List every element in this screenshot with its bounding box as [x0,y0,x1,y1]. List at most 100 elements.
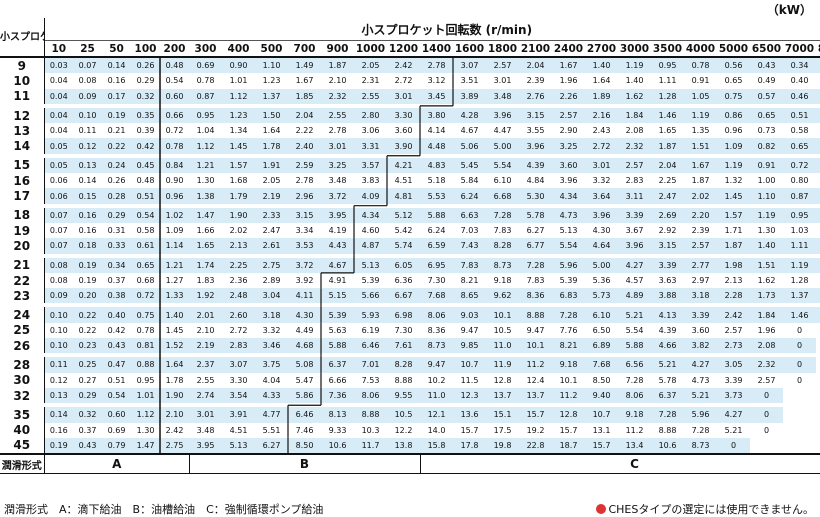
teeth-count: 12 [0,103,45,124]
power-cell: 8.06 [354,387,387,406]
power-cell: 2.96 [288,188,321,206]
power-cell: 0 [796,325,803,335]
power-cell: 2.37 [189,353,222,373]
power-cell: 9.62 [486,288,519,306]
power-cell: 1.64 [160,353,189,373]
power-cell: 1.96 [757,325,776,335]
rpm-col-header: 900 [321,40,354,58]
power-cell: 1.35 [691,126,710,136]
power-cell: 9.18 [618,403,651,423]
power-cell: 0.65 [724,76,743,86]
power-cell: 3.11 [618,188,651,206]
power-cell: 0.87 [189,88,222,106]
power-cell: 3.25 [552,138,585,156]
power-cell: 8.06 [618,387,651,406]
power-cell: 2.05 [262,176,281,186]
power-cell: 0.88 [131,353,160,373]
teeth-count: 17 [0,188,45,206]
power-cell: 3.01 [189,403,222,423]
power-cell: 10.3 [361,425,380,435]
power-cell: 3.72 [288,253,321,273]
power-cell: 6.46 [288,403,321,423]
power-cell: 2.73 [717,338,750,356]
power-cell: 0.10 [73,103,102,124]
power-cell: 7.76 [559,325,578,335]
rpm-col-header: 3500 [651,40,684,58]
power-cell: 2.55 [354,88,387,106]
power-cell: 0 [717,437,750,455]
power-cell: 1.19 [717,153,750,174]
rpm-col-header: 8000 [816,40,820,58]
teeth-count: 9 [0,57,45,74]
power-cell: 9.47 [526,325,545,335]
power-cell: 1.33 [160,288,189,306]
power-cell: 0.12 [49,375,68,385]
power-cell: 4.13 [651,303,684,323]
power-cell: 1.89 [585,88,618,106]
power-cell: 0.42 [131,138,160,156]
power-cell: 1.74 [189,253,222,273]
power-cell: 0.37 [816,88,820,106]
power-cell: 1.01 [229,76,248,86]
power-cell: 0.80 [790,176,809,186]
power-cell: 4.87 [354,238,387,256]
power-cell: 0.54 [131,203,160,223]
power-cell: 0.84 [160,153,189,174]
power-cell: 0.05 [44,138,73,156]
table-row: 10 0.04 0.08 0.16 0.29 0.54 0.78 1.01 1.23 1.67 2.… [0,73,820,89]
power-cell: 0.37 [78,425,97,435]
teeth-count: 13 [0,123,45,139]
power-cell: 5.39 [321,303,354,323]
power-cell: 0.69 [189,57,222,74]
power-cell: 1.50 [255,103,288,124]
power-cell: 6.63 [453,203,486,223]
power-cell: 1.19 [783,253,816,273]
power-cell: 7.30 [394,325,413,335]
power-cell: 0 [816,273,820,288]
rpm-col-header: 700 [288,40,321,58]
power-cell: 2.20 [684,203,717,223]
power-cell: 11.9 [486,353,519,373]
teeth-count: 18 [0,203,45,223]
power-cell: 4.81 [387,188,420,206]
teeth-count: 28 [0,353,45,373]
power-cell: 1.11 [658,76,677,86]
power-cell [783,387,816,406]
power-cell: 1.78 [255,138,288,156]
power-cell: 0.04 [49,126,68,136]
power-cell: 7.53 [361,375,380,385]
power-cell: 2.32 [618,138,651,156]
power-cell: 1.09 [165,226,184,236]
power-cell: 9.03 [453,303,486,323]
power-cell: 4.04 [262,375,281,385]
power-cell: 2.57 [757,375,776,385]
power-cell: 2.76 [519,88,552,106]
power-cell: 4.60 [361,226,380,236]
power-cell: 3.31 [354,138,387,156]
lubrication-legend: 潤滑形式 A：滴下給油 B：油槽給油 C：強制循環ポンプ給油 [4,503,324,516]
power-cell: 0.05 [44,153,73,174]
power-cell: 1.96 [559,76,578,86]
power-cell: 3.60 [691,325,710,335]
teeth-count: 40 [0,422,45,438]
power-cell: 4.51 [394,176,413,186]
teeth-count: 10 [0,73,45,89]
power-cell: 4.47 [493,126,512,136]
power-cell: 2.60 [222,303,255,323]
power-cell: 0 [816,238,820,256]
power-cell: 3.90 [387,138,420,156]
power-cell: 9.55 [387,387,420,406]
teeth-count: 22 [0,272,45,289]
power-cell: 5.18 [427,176,446,186]
power-cell: 2.78 [420,57,453,74]
power-cell: 4.11 [288,288,321,306]
power-cell: 9.18 [552,353,585,373]
power-cell: 4.19 [328,226,347,236]
teeth-count: 15 [0,153,45,174]
power-cell: 2.33 [255,203,288,223]
power-cell: 2.80 [354,103,387,124]
power-cell: 1.21 [189,153,222,174]
power-cell: 3.96 [519,138,552,156]
power-cell: 15.7 [519,403,552,423]
power-cell: 0.51 [107,375,126,385]
